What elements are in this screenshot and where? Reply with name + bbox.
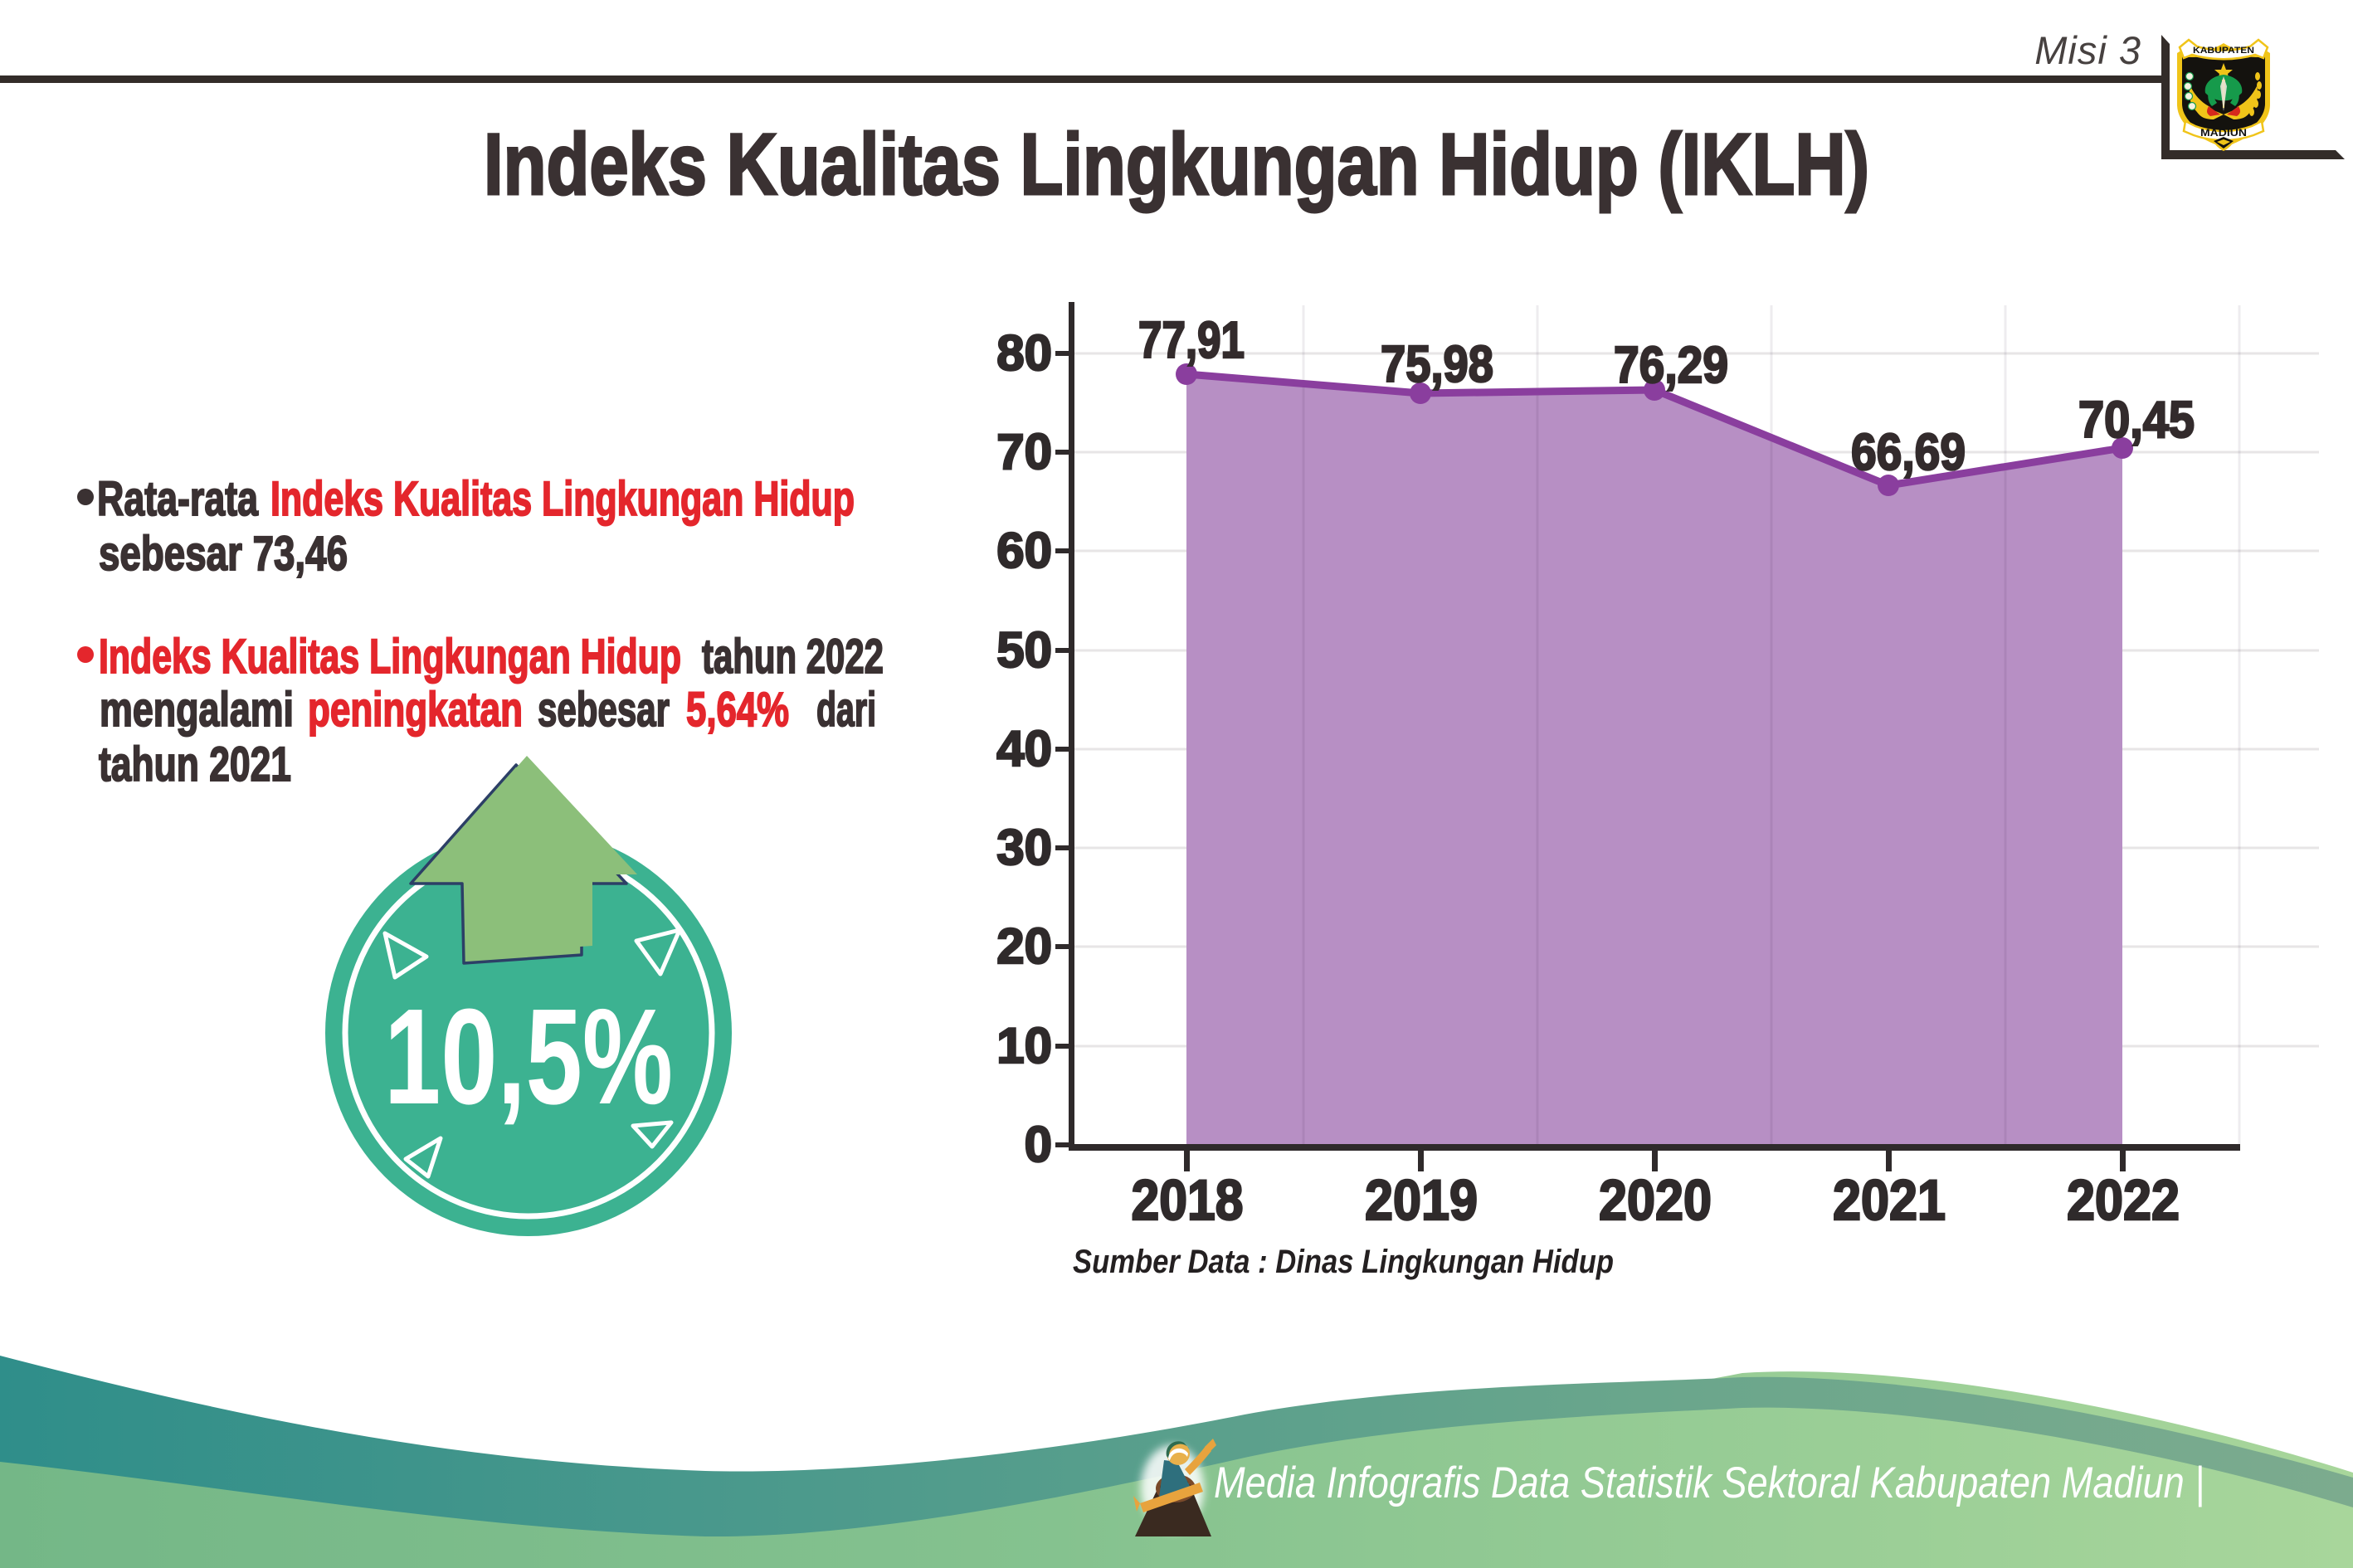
svg-text:76,29: 76,29 [1614,337,1728,394]
svg-text:peningkatan: peningkatan [308,683,523,737]
svg-text:KABUPATEN: KABUPATEN [2193,46,2254,56]
svg-text:Misi 3: Misi 3 [2034,28,2141,72]
svg-text:5,64%: 5,64% [686,683,789,737]
svg-text:40: 40 [996,721,1052,777]
svg-text:Indeks Kualitas Lingkungan Hid: Indeks Kualitas Lingkungan Hidup [99,630,681,684]
svg-text:30: 30 [996,820,1052,875]
svg-text:2018: 2018 [1132,1168,1244,1232]
svg-text:Indeks Kualitas Lingkungan Hid: Indeks Kualitas Lingkungan Hidup (IKLH) [484,116,1869,213]
svg-text:dari: dari [816,683,876,737]
svg-text:0: 0 [1025,1117,1052,1172]
svg-text:70: 70 [996,424,1052,480]
svg-text:70,45: 70,45 [2078,392,2195,449]
svg-text:50: 50 [996,622,1052,678]
svg-text:2021: 2021 [1833,1168,1946,1232]
svg-text:Sumber Data : Dinas Lingkungan: Sumber Data : Dinas Lingkungan Hidup [1073,1244,1614,1280]
svg-text:10,5%: 10,5% [384,981,673,1132]
svg-text:2022: 2022 [2067,1168,2180,1232]
svg-text:Media Infografis Data Statisti: Media Infografis Data Statistik Sektoral… [1214,1458,2204,1507]
svg-text:10: 10 [996,1018,1052,1074]
svg-text:60: 60 [996,523,1052,578]
svg-text:Rata-rata: Rata-rata [97,472,259,526]
svg-text:75,98: 75,98 [1381,336,1493,393]
svg-text:77,91: 77,91 [1138,312,1245,369]
svg-text:80: 80 [996,325,1052,381]
svg-text:tahun 2022: tahun 2022 [702,630,884,684]
svg-text:tahun 2021: tahun 2021 [99,738,291,791]
svg-text:sebesar: sebesar [538,683,670,737]
svg-text:Indeks Kualitas Lingkungan Hid: Indeks Kualitas Lingkungan Hidup [270,472,855,526]
svg-text:66,69: 66,69 [1851,424,1966,481]
svg-text:2019: 2019 [1365,1168,1478,1232]
svg-text:20: 20 [996,918,1052,974]
svg-text:mengalami: mengalami [100,683,294,737]
svg-text:2020: 2020 [1599,1168,1712,1232]
svg-text:MADIUN: MADIUN [2200,129,2247,139]
svg-text:sebesar 73,46: sebesar 73,46 [99,527,348,581]
